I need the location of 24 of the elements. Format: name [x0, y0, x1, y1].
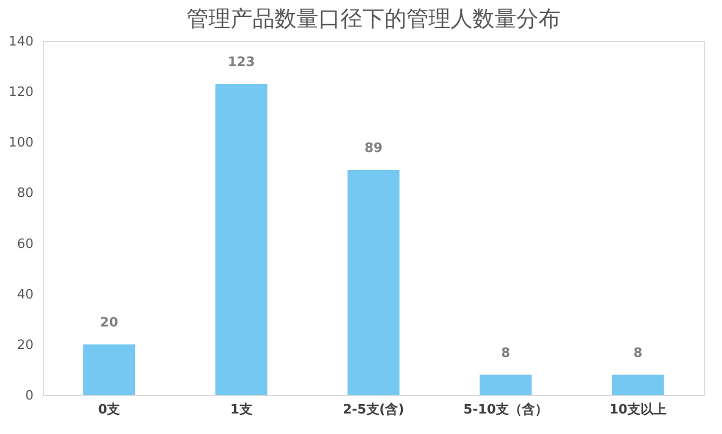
x-tick-label: 2-5支(含) [342, 402, 404, 418]
bar [83, 344, 136, 395]
chart-title: 管理产品数量口径下的管理人数量分布 [186, 7, 560, 32]
bar [348, 170, 400, 395]
y-tick-label: 140 [8, 34, 34, 50]
x-tick-label: 0支 [98, 402, 120, 418]
data-label: 20 [100, 315, 118, 330]
y-tick-label: 0 [25, 388, 34, 404]
x-tick-label: 10支以上 [609, 402, 666, 418]
y-tick-label: 60 [16, 236, 34, 252]
data-label: 8 [501, 346, 510, 361]
data-label: 89 [364, 140, 383, 156]
x-tick-label: 1支 [230, 402, 252, 418]
bar [612, 374, 664, 395]
data-label: 8 [633, 346, 642, 361]
bar [215, 84, 268, 395]
y-tick-label: 120 [8, 85, 34, 100]
bar [480, 374, 532, 395]
y-tick-label: 100 [8, 136, 34, 151]
y-tick-label: 80 [16, 186, 34, 202]
x-tick-label: 5-10支（含） [463, 402, 548, 418]
y-tick-label: 40 [16, 287, 34, 302]
data-label: 123 [228, 54, 255, 70]
y-tick-label: 20 [16, 338, 34, 353]
